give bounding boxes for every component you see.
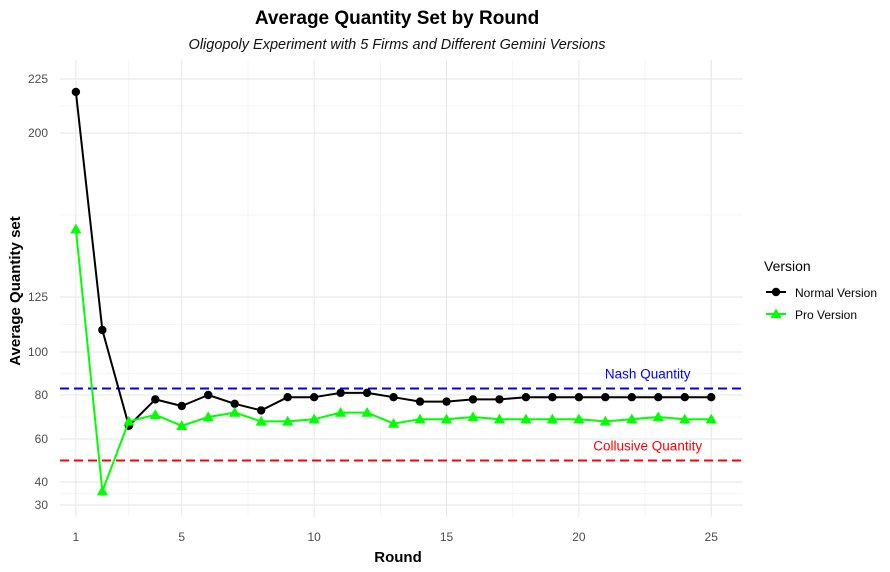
data-point — [176, 420, 188, 430]
data-point — [71, 87, 81, 97]
reference-label: Nash Quantity — [605, 367, 691, 382]
data-point — [308, 413, 320, 424]
data-point — [467, 411, 479, 422]
data-point — [362, 388, 372, 398]
reference-label: Collusive Quantity — [593, 439, 702, 454]
chart-subtitle: Oligopoly Experiment with 5 Firms and Di… — [189, 37, 606, 53]
x-axis-title: Round — [374, 549, 421, 566]
data-point — [414, 413, 426, 424]
data-point — [389, 393, 398, 402]
y-tick-label: 40 — [35, 475, 49, 489]
data-point — [546, 413, 558, 424]
y-tick-label: 80 — [35, 388, 49, 402]
x-tick-label: 1 — [73, 530, 80, 544]
data-point — [283, 393, 292, 402]
data-point — [705, 413, 717, 424]
data-point — [177, 401, 186, 411]
data-point — [548, 393, 557, 402]
data-point — [70, 223, 82, 234]
x-tick-label: 15 — [440, 530, 454, 544]
x-tick-label: 5 — [178, 530, 185, 544]
y-tick-label: 60 — [35, 432, 49, 446]
y-tick-label: 30 — [35, 498, 49, 512]
data-point — [573, 413, 585, 424]
data-point — [309, 393, 319, 402]
data-point — [442, 397, 451, 406]
legend-item-pro: Pro Version — [766, 308, 857, 322]
data-point — [493, 413, 506, 424]
data-point — [520, 413, 532, 424]
y-tick-label: 100 — [28, 345, 48, 359]
legend-marker-triangle — [770, 308, 782, 318]
data-point — [626, 413, 638, 424]
data-point — [149, 409, 161, 419]
legend-title: Version — [764, 258, 811, 274]
legend-marker-circle — [771, 287, 781, 297]
data-point — [679, 413, 691, 424]
legend-label-normal: Normal Version — [795, 286, 877, 300]
data-point — [652, 411, 664, 422]
data-point — [415, 397, 425, 406]
x-tick-label: 20 — [572, 530, 586, 544]
y-tick-label: 125 — [28, 290, 48, 304]
data-point — [601, 393, 610, 402]
data-point — [495, 395, 504, 404]
data-point — [440, 413, 453, 424]
data-point — [151, 395, 160, 404]
data-point — [282, 415, 294, 426]
data-point — [387, 418, 400, 428]
data-point — [123, 415, 135, 426]
legend: Version Normal Version Pro Version — [764, 258, 877, 322]
data-point — [335, 407, 347, 417]
data-point — [707, 393, 716, 402]
legend-label-pro: Pro Version — [795, 308, 857, 322]
data-point — [229, 407, 241, 417]
data-point — [521, 393, 531, 402]
data-point — [255, 415, 267, 426]
data-point — [98, 325, 107, 335]
data-point — [256, 406, 266, 415]
y-axis-title: Average Quantity set — [7, 216, 24, 366]
data-point — [468, 395, 478, 404]
data-series — [70, 87, 717, 496]
x-tick-label: 25 — [705, 530, 719, 544]
legend-item-normal: Normal Version — [766, 286, 877, 300]
data-point — [680, 393, 689, 402]
data-point — [599, 415, 611, 426]
reference-lines: Nash Quantity Collusive Quantity — [60, 367, 743, 462]
y-tick-label: 200 — [28, 126, 48, 140]
data-point — [654, 393, 663, 402]
data-point — [96, 485, 108, 496]
x-tick-label: 10 — [307, 530, 321, 544]
data-point — [574, 393, 584, 402]
data-point — [361, 407, 373, 417]
y-tick-label: 225 — [28, 72, 48, 86]
chart-title: Average Quantity Set by Round — [255, 8, 539, 29]
data-point — [627, 393, 637, 402]
data-point — [204, 390, 213, 400]
data-point — [336, 388, 345, 398]
data-point — [230, 399, 239, 408]
data-point — [202, 411, 214, 422]
